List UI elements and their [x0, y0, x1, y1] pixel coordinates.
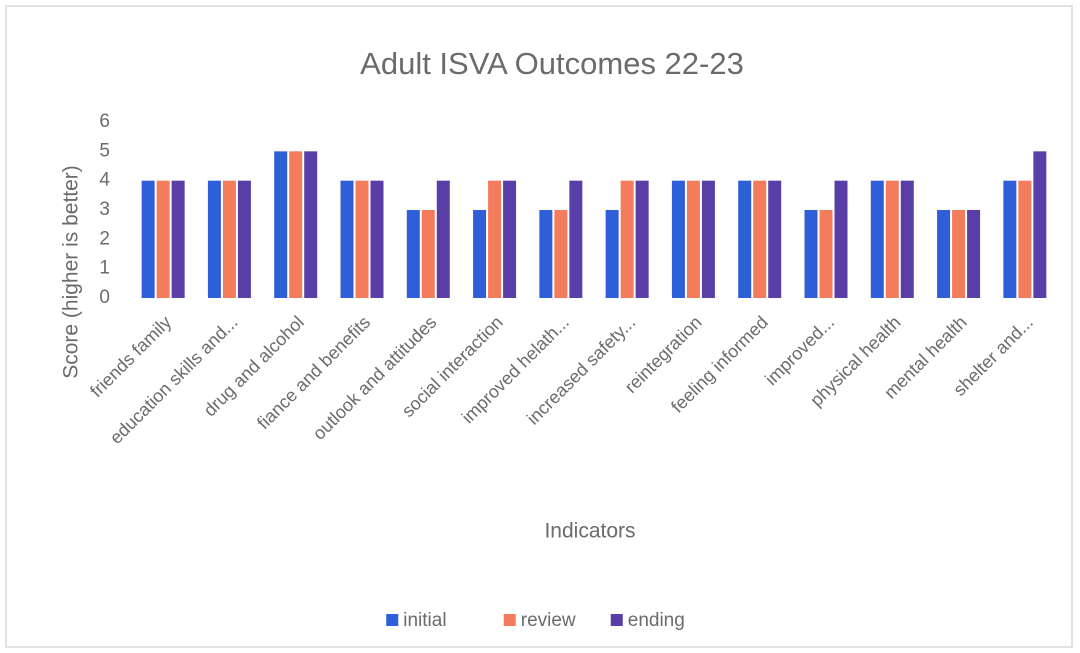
bar [686, 180, 700, 298]
y-tick-label: 5 [99, 140, 110, 161]
legend-swatch [503, 614, 516, 626]
bar [503, 180, 517, 298]
bar [554, 210, 568, 298]
bar [671, 180, 685, 298]
y-tick-label: 1 [99, 258, 110, 279]
bar [370, 180, 384, 298]
bar [355, 180, 369, 298]
bar [967, 210, 981, 298]
bar [1018, 180, 1032, 298]
bar [605, 210, 619, 298]
bar [436, 180, 450, 298]
bar [222, 180, 236, 298]
bar [768, 180, 782, 298]
bar [237, 180, 251, 298]
chart-border [5, 5, 1073, 648]
bar [340, 180, 354, 298]
bar [870, 180, 884, 298]
bar [569, 180, 583, 298]
chart-title: Adult ISVA Outcomes 22-23 [360, 46, 744, 81]
legend-label: ending [628, 610, 685, 631]
bar [819, 210, 833, 298]
bar [620, 180, 634, 298]
legend-label: review [521, 610, 576, 631]
legend-swatch [610, 614, 623, 626]
bar [885, 180, 899, 298]
legend-swatch [386, 614, 399, 626]
bar [141, 180, 155, 298]
y-tick-label: 6 [99, 111, 110, 132]
x-axis-label: Indicators [544, 520, 635, 543]
bar [539, 210, 553, 298]
bar [738, 180, 752, 298]
bar [421, 210, 435, 298]
legend-label: initial [403, 610, 446, 631]
bar [289, 151, 303, 298]
y-tick-label: 0 [99, 287, 110, 308]
bar [753, 180, 767, 298]
bar [834, 180, 848, 298]
y-axis-label: Score (higher is better) [60, 165, 83, 379]
bar [701, 180, 715, 298]
bar [1003, 180, 1017, 298]
bar [900, 180, 914, 298]
y-tick-label: 2 [99, 228, 110, 249]
bar [304, 151, 318, 298]
bar [804, 210, 818, 298]
bar [406, 210, 420, 298]
bar [473, 210, 487, 298]
y-tick-label: 3 [99, 199, 110, 220]
bar [207, 180, 221, 298]
bar [635, 180, 649, 298]
bar [274, 151, 288, 298]
bar [952, 210, 966, 298]
bar [937, 210, 951, 298]
bar [171, 180, 185, 298]
bar [488, 180, 502, 298]
bar [1033, 151, 1047, 298]
y-tick-label: 4 [99, 170, 110, 191]
bar [156, 180, 170, 298]
